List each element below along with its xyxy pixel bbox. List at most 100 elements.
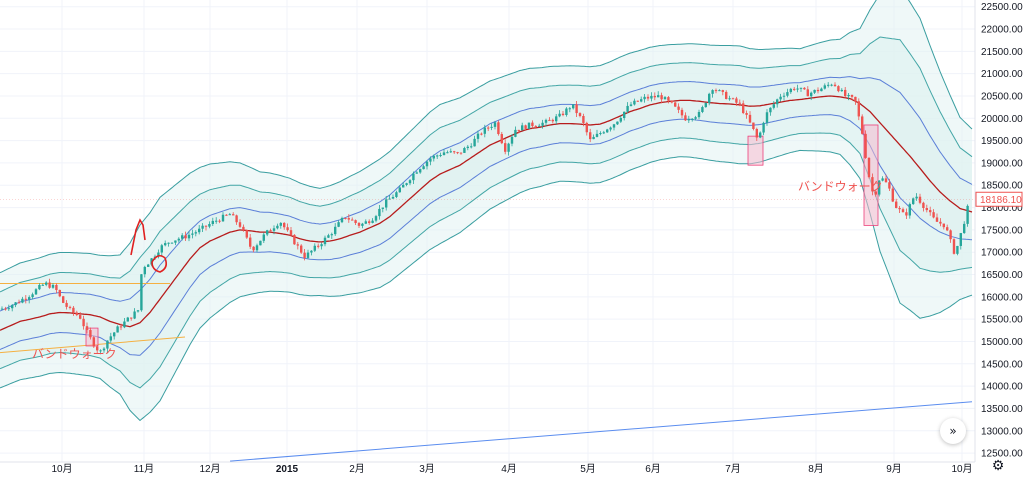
candle-body [548,119,551,121]
candle-body [170,242,174,244]
candle-body [619,118,622,122]
candle-body [62,296,65,303]
candle-body [255,245,259,251]
candle-body [85,326,89,331]
candle-body [109,336,112,341]
candle-body [242,226,245,231]
candle-body [653,95,656,98]
candle-body [612,124,616,128]
candle-body [470,146,473,148]
candle-body [296,244,299,246]
candle-body [123,321,126,328]
candle-body [221,214,225,222]
highlight-box [863,124,879,226]
candle-body [419,169,422,173]
freehand-arrow[interactable] [130,218,146,256]
candle-body [449,151,452,153]
price-axis[interactable]: 22500.00 22000.00 21500.00 21000.00 20500.00… [981,2,1023,459]
candle-body [357,223,361,226]
candle-body [905,212,908,216]
candle-body [527,122,531,129]
last-price-label: 18186.10 [0,191,1023,207]
band-walk-annotation: バンドウォーク [798,180,883,194]
price-tick-label: 16500.00 [981,270,1023,281]
candle-body [932,212,935,218]
candle-body [803,87,806,90]
candle-body [609,127,612,130]
candle-body [160,245,163,253]
candle-body [888,182,891,189]
candle-body [48,282,51,288]
candle-body [861,116,864,134]
candle-body [405,183,408,185]
candle-body [759,132,762,138]
candle-body [466,146,469,149]
time-axis[interactable]: 10月 11月 12月 2015 2月 3月 4月 5月 6月 7月 8月 9月 10月 [51,463,972,475]
candle-body [636,100,639,102]
gear-icon: ⚙ [991,458,1005,474]
candle-body [691,118,694,120]
candle-body [765,112,769,123]
candle-body [687,119,690,121]
freehand-circle[interactable] [151,254,167,273]
candle-body [143,266,146,275]
candle-body [11,305,14,309]
candle-body [643,96,646,100]
candle-body [575,104,578,114]
candle-body [463,148,466,153]
candle-body [514,129,517,137]
candle-body [650,95,653,99]
price-tick-label: 19500.00 [981,136,1023,147]
candle-body [908,204,911,216]
candle-body [840,89,843,92]
candle-body [823,85,826,89]
candle-body [79,315,82,319]
candle-body [194,232,197,234]
candle-body [504,143,507,152]
band-middle [0,95,973,331]
candle-body [854,96,857,102]
chart-settings-button[interactable]: ⚙ [990,458,1006,474]
candle-body [721,90,724,92]
candle-body [225,214,228,216]
candle-body [334,226,337,235]
candle-body [327,235,330,238]
candle-body [857,101,860,117]
candle-body [106,340,109,349]
candle-body [442,152,446,156]
scroll-to-realtime-button[interactable]: » [940,418,966,444]
candle-body [915,196,918,199]
candle-body [313,245,316,251]
candle-body [300,245,303,253]
freehand-drawings[interactable] [130,218,167,273]
candle-body [439,155,442,157]
candle-body [524,125,527,129]
candle-body [68,306,72,308]
band-upper-3 [0,0,973,274]
candle-body [204,225,208,227]
candle-body [157,252,160,257]
candle-body [776,99,779,105]
candle-body [75,312,78,316]
time-tick-label: 8月 [808,463,824,475]
candle-body [718,90,721,92]
candle-body [640,99,643,102]
candle-body [490,126,493,128]
candle-body [249,237,252,247]
candle-body [623,111,626,119]
candle-body [799,87,803,89]
candle-body [827,84,830,86]
candle-body [684,115,687,121]
candle-body [626,105,629,112]
candle-body [701,107,704,112]
candle-body [568,108,571,110]
candle-body [453,151,456,153]
candle-body [415,172,418,174]
candle-body [782,95,786,97]
candle-body [429,158,432,162]
candle-body [738,102,741,104]
candles [0,82,969,355]
candle-body [310,250,313,253]
candle-body [663,97,667,100]
